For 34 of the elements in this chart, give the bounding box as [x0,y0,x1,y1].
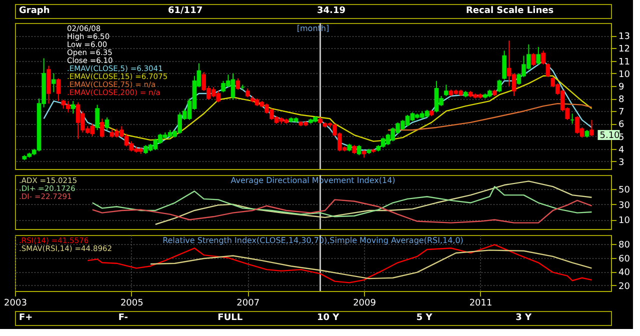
text: Recal Scale Lines [466,6,554,16]
y-tick-label: 4 [618,145,624,156]
text: 34.19 [317,6,346,16]
y-tick-label: 30 [618,200,630,211]
y-tick-label: 11 [618,57,630,68]
y-tick-label: 10 [618,216,630,226]
y-tick-label: 10 [618,70,630,80]
y-tick-label: 7 [618,108,624,118]
y-tick-label: 80 [618,240,630,250]
y-tick-label: 60 [618,254,630,264]
text: 10 Y [317,313,340,323]
x-tick-label: 2003 [4,298,27,308]
y-tick-label: 5 [618,132,624,143]
y-tick-label: 3 [618,158,624,168]
y-tick-label: 13 [618,32,630,42]
y-tick-label: 40 [618,268,630,278]
y-tick-label: 20 [618,282,630,292]
text: 5 Y [416,313,433,323]
text: F+ [19,313,33,323]
x-tick-label: 2005 [120,298,144,308]
y-tick-label: 12 [618,44,630,55]
annotation: 5.10 [600,131,620,142]
y-tick-label: 50 [618,185,630,196]
text: F- [118,313,128,323]
x-tick-label: 2007 [236,298,260,308]
text: FULL [218,313,243,323]
y-tick-label: 9 [618,82,624,92]
x-tick-label: 2011 [469,298,492,308]
text: Graph [19,6,50,16]
text: 3 Y [516,313,532,323]
x-tick-label: 2009 [353,298,376,308]
y-tick-label: 6 [618,120,624,130]
y-tick-label: 8 [618,95,624,106]
text: 61/117 [168,6,203,16]
